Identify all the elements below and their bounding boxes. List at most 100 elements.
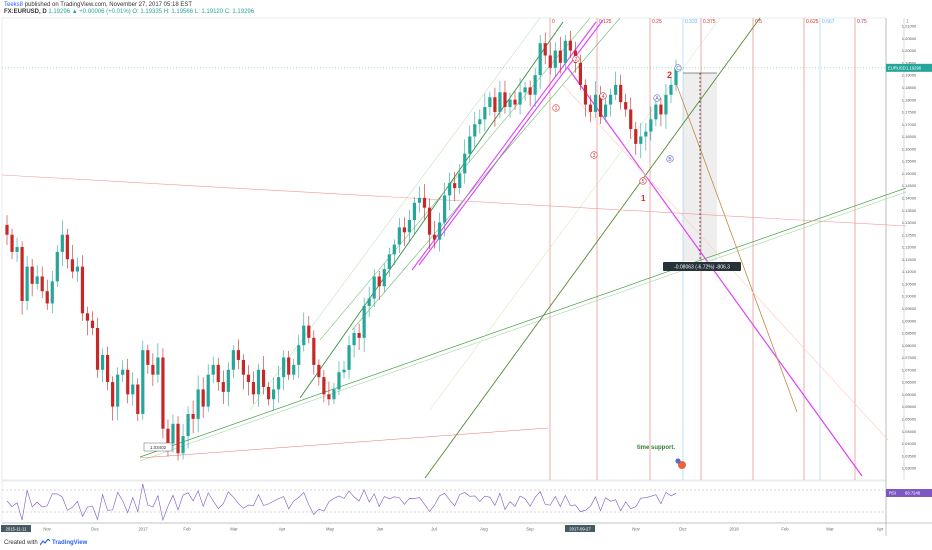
candle-body <box>111 382 115 407</box>
price-tag-symbol: EURUSD <box>888 65 906 70</box>
orange-projection-line <box>675 82 798 413</box>
candle-body <box>65 234 69 260</box>
time-tick-label: Apr <box>279 527 286 532</box>
candle-body <box>70 259 74 272</box>
publish-text: published on TradingView.com, November 2… <box>24 2 193 8</box>
fib-time-label: 0.667 <box>822 19 835 25</box>
time-tick-label: 2017-09-27 <box>569 527 591 532</box>
candle-body <box>382 269 386 287</box>
time-highlight-box <box>565 525 595 532</box>
price-tick-label: 1.08500 <box>902 331 917 336</box>
price-tick-label: 1.05500 <box>902 404 917 409</box>
candle-body <box>337 372 341 390</box>
price-tick-label: 1.07500 <box>902 355 917 360</box>
created-with-text: Created with <box>4 540 38 546</box>
candle-body <box>468 136 472 154</box>
faint-green-line <box>429 17 721 411</box>
price-tick-label: 1.11000 <box>902 269 917 274</box>
time-tick-label: Apr <box>877 527 884 532</box>
wave-label-5-circle <box>639 177 647 185</box>
candle-body <box>141 350 145 414</box>
wave-label-1-circle <box>552 104 560 112</box>
candle-body <box>40 276 44 292</box>
time-tick-label: Dec <box>91 527 98 532</box>
candle-body <box>50 281 54 304</box>
wave-label-big-2: 2 <box>667 70 672 80</box>
candle-body <box>644 131 648 137</box>
price-tick-label: 1.09500 <box>902 306 917 311</box>
price-tick-label: 1.14000 <box>902 195 917 200</box>
candle-body <box>548 55 552 68</box>
candle-body <box>80 266 85 314</box>
magenta-downtrend-line <box>567 67 863 477</box>
long-support-line <box>139 187 907 458</box>
candle-body <box>347 345 351 370</box>
long-support-line-2 <box>139 191 907 462</box>
candle-body <box>427 207 432 235</box>
low-connector-line <box>139 427 549 459</box>
time-highlight-box <box>1 525 31 532</box>
wave-label-2-circle <box>572 55 580 63</box>
measure-label-box <box>663 262 741 271</box>
price-tick-label: 1.11500 <box>902 257 917 262</box>
time-tick-label: Mar <box>826 527 834 532</box>
candle-body <box>503 92 507 108</box>
candle-body <box>317 364 321 378</box>
candle-body <box>151 364 155 375</box>
magenta-channel-upper <box>418 19 604 266</box>
candle-body <box>669 84 673 95</box>
candle-body <box>583 84 588 105</box>
candle-body <box>211 364 215 375</box>
candle-body <box>397 227 401 245</box>
candle-body <box>221 382 225 392</box>
time-tick-label: Nov <box>43 527 51 532</box>
fib-time-label: 0.25 <box>652 19 662 25</box>
time-tick-label: Dec <box>679 527 686 532</box>
author-link[interactable]: Teeks8 <box>4 2 24 8</box>
wave-label-3-circle <box>590 151 598 159</box>
tradingview-brand[interactable]: TradingView <box>52 540 88 546</box>
low-label-box <box>143 442 173 452</box>
price-tick-label: 1.10000 <box>902 294 917 299</box>
time-tick-label: Feb <box>183 527 191 532</box>
candle-body <box>372 276 376 299</box>
candle-body <box>126 369 130 395</box>
candle-body <box>523 87 527 93</box>
candle-body <box>473 124 477 137</box>
candle-body <box>407 219 412 233</box>
price-tick-label: 1.17000 <box>902 122 917 127</box>
price-tick-label: 1.03000 <box>902 466 917 471</box>
measure-label: -0.08063 (-6.72%) -806.3 <box>674 265 730 271</box>
price-tick-label: 1.06500 <box>902 380 917 385</box>
wave-label-a-circle <box>653 94 661 102</box>
candle-body <box>493 97 497 112</box>
candle-body <box>533 75 537 95</box>
wave-label-2: 2 <box>575 57 578 63</box>
candle-body <box>277 377 281 390</box>
candle-body <box>161 357 165 429</box>
price-tick-label: 1.13500 <box>902 208 917 213</box>
event-flag-icon <box>678 461 686 469</box>
candle-body <box>377 276 381 287</box>
candle-body <box>352 332 356 346</box>
candle-body <box>261 369 266 387</box>
price-tick-label: 1.13000 <box>902 220 917 225</box>
time-tick-label: May <box>326 527 335 532</box>
candle-body <box>20 247 24 302</box>
wave-label-4-circle <box>599 92 607 100</box>
time-tick-label: Feb <box>781 527 789 532</box>
steep-support-line <box>424 17 761 479</box>
candle-body <box>593 94 598 112</box>
price-tick-label: 1.12500 <box>902 232 917 237</box>
candle-body <box>246 374 251 383</box>
candle-body <box>558 50 562 63</box>
price-tick-label: 1.18500 <box>902 85 917 90</box>
candle-body <box>609 94 613 105</box>
low-label: 1.03402 <box>150 445 167 450</box>
time-tick-label: Jun <box>377 527 384 532</box>
candle-body <box>60 234 64 252</box>
candle-body <box>85 313 90 321</box>
candle-body <box>191 413 195 419</box>
price-tick-label: 1.20000 <box>902 48 917 53</box>
